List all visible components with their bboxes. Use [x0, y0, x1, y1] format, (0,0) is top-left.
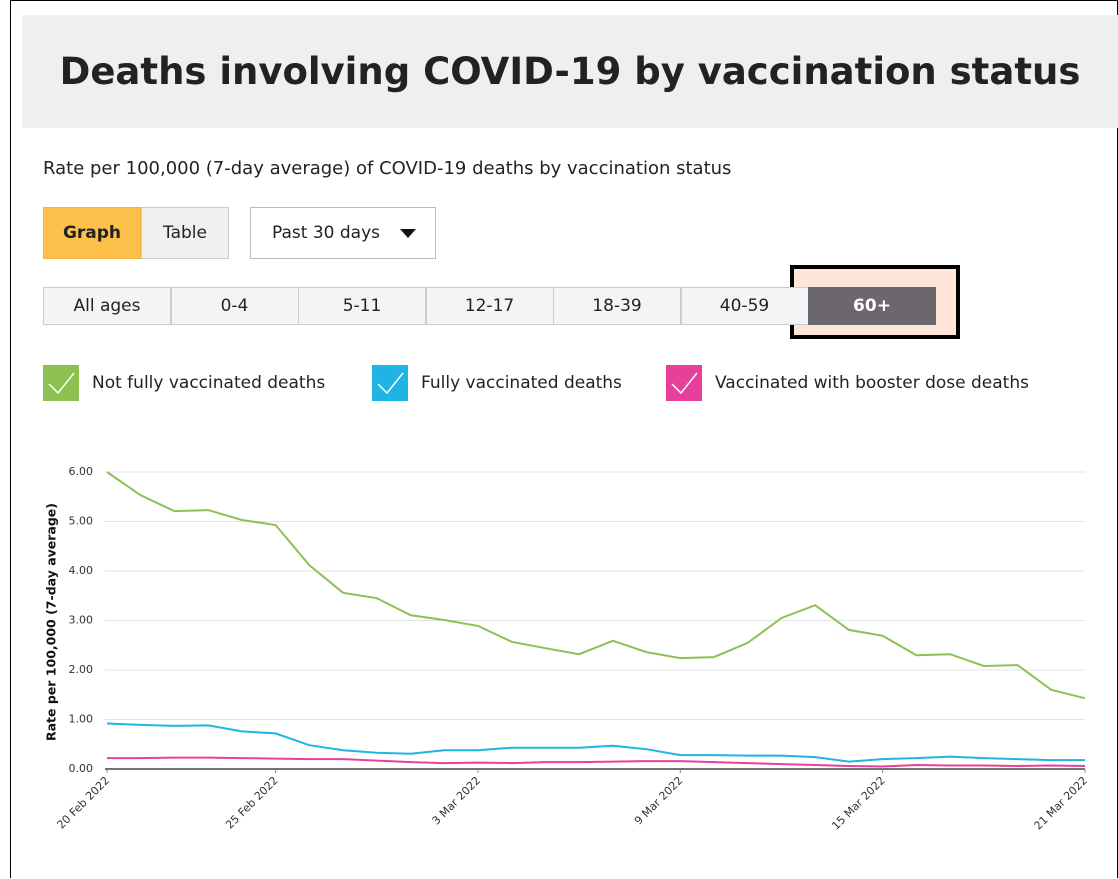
data-line — [106, 471, 1086, 700]
chart: Rate per 100,000 (7-day average) 0.00 1.0… — [44, 465, 1091, 833]
y-tick-label: 2.00 — [69, 663, 94, 676]
legend-label: Not fully vaccinated deaths — [92, 373, 326, 393]
x-tick-label: 15 Mar 2022 — [829, 774, 888, 833]
legend-item[interactable]: Not fully vaccinated deaths — [43, 365, 325, 401]
x-tick-label: 3 Mar 2022 — [430, 774, 484, 828]
age-button[interactable]: 18-39 — [553, 287, 681, 325]
data-line — [106, 722, 1085, 763]
x-tick-label: 25 Feb 2022 — [223, 774, 281, 832]
x-tick-label: 21 Mar 2022 — [1032, 774, 1091, 833]
data-line — [107, 756, 1086, 768]
period-dropdown[interactable]: Past 30 days — [250, 207, 436, 259]
dropdown-arrow — [400, 229, 416, 238]
legend-item[interactable]: Fully vaccinated deaths — [372, 365, 622, 401]
age-button[interactable]: 12-17 — [425, 287, 554, 325]
age-button[interactable]: 60+ — [808, 287, 936, 325]
legend-checkbox — [666, 365, 702, 401]
dropdown-label: Past 30 days — [272, 223, 380, 243]
page-title: Deaths involving COVID-19 by vaccination… — [59, 50, 1081, 93]
subtitle: Rate per 100,000 (7-day average) of COVI… — [43, 158, 732, 179]
y-tick-label: 3.00 — [69, 614, 94, 627]
y-axis-label: Rate per 100,000 (7-day average) — [44, 503, 59, 741]
y-tick-label: 4.00 — [69, 564, 94, 577]
header: Deaths involving COVID-19 by vaccination… — [22, 15, 1118, 128]
age-button[interactable]: 5-11 — [298, 287, 426, 325]
y-tick-label: 0.00 — [69, 762, 94, 775]
legend-checkbox — [43, 365, 79, 401]
x-tick-label: 9 Mar 2022 — [632, 774, 686, 828]
legend-label: Fully vaccinated deaths — [421, 373, 622, 393]
graph-button[interactable]: Graph — [43, 207, 141, 259]
legend-label: Vaccinated with booster dose deaths — [715, 373, 1029, 393]
y-tick-label: 6.00 — [69, 465, 94, 478]
legend-item[interactable]: Vaccinated with booster dose deaths — [666, 365, 1029, 401]
legend-checkbox — [372, 365, 408, 401]
y-tick-label: 1.00 — [69, 713, 94, 726]
age-button[interactable]: All ages — [43, 287, 171, 325]
age-button[interactable]: 40-59 — [680, 287, 809, 325]
y-tick-label: 5.00 — [69, 515, 94, 528]
table-button[interactable]: Table — [141, 207, 229, 259]
x-tick-label: 20 Feb 2022 — [55, 774, 113, 832]
age-button[interactable]: 0-4 — [170, 287, 299, 325]
